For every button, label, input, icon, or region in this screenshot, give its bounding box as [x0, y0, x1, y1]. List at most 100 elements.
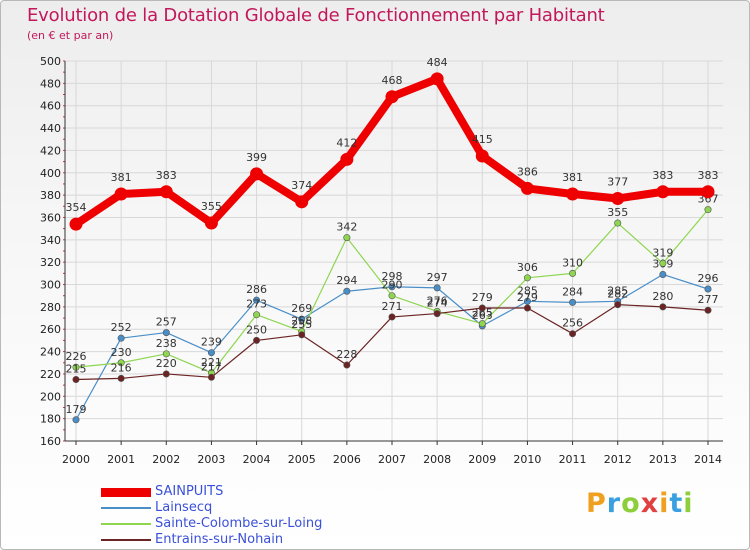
data-label: 484 [427, 56, 448, 69]
data-point [343, 287, 351, 295]
data-label: 258 [291, 314, 312, 327]
data-point [295, 195, 309, 209]
data-point [478, 320, 486, 328]
data-label: 386 [517, 165, 538, 178]
data-point [523, 304, 531, 312]
data-label: 412 [336, 136, 357, 149]
y-tick-label: 160 [40, 435, 61, 448]
x-tick-label: 2003 [197, 453, 225, 466]
y-tick-label: 240 [40, 346, 61, 359]
legend-swatch [101, 523, 151, 525]
data-label: 383 [156, 169, 177, 182]
x-tick-label: 2007 [378, 453, 406, 466]
y-tick-label: 420 [40, 144, 61, 157]
data-point [114, 187, 128, 201]
y-tick-label: 380 [40, 189, 61, 202]
data-label: 269 [291, 302, 312, 315]
data-point [569, 330, 577, 338]
data-point [701, 185, 715, 199]
data-label: 355 [607, 206, 628, 219]
data-point [117, 359, 125, 367]
data-label: 319 [652, 246, 673, 259]
data-point [253, 296, 261, 304]
data-point [162, 329, 170, 337]
data-label: 355 [201, 200, 222, 213]
data-point [388, 283, 396, 291]
y-tick-label: 280 [40, 301, 61, 314]
y-tick-label: 340 [40, 234, 61, 247]
data-point [298, 331, 306, 339]
data-label: 306 [517, 261, 538, 274]
data-label: 279 [517, 291, 538, 304]
data-point [388, 292, 396, 300]
data-point [207, 373, 215, 381]
data-point [659, 259, 667, 267]
x-tick-label: 2001 [107, 453, 135, 466]
data-label: 342 [336, 221, 357, 234]
chart-subtitle: (en € et par an) [27, 29, 114, 42]
legend-swatch [101, 539, 151, 541]
data-point [343, 361, 351, 369]
data-label: 383 [652, 169, 673, 182]
data-point [656, 185, 670, 199]
data-point [72, 416, 80, 424]
data-label: 374 [291, 179, 312, 192]
data-label: 294 [336, 274, 357, 287]
data-point [69, 217, 83, 231]
legend-label: SAINPUITS [155, 484, 224, 499]
data-point [704, 206, 712, 214]
data-label: 228 [336, 348, 357, 361]
data-point [159, 185, 173, 199]
data-label: 296 [698, 272, 719, 285]
data-point [659, 270, 667, 278]
data-point [523, 297, 531, 305]
data-point [569, 298, 577, 306]
data-point [162, 350, 170, 358]
data-point [614, 219, 622, 227]
data-label: 285 [517, 284, 538, 297]
data-label: 286 [246, 283, 267, 296]
y-tick-label: 500 [40, 55, 61, 68]
data-point [659, 303, 667, 311]
y-tick-label: 300 [40, 279, 61, 292]
data-point [611, 191, 625, 205]
data-label: 277 [698, 293, 719, 306]
y-tick-label: 180 [40, 413, 61, 426]
data-point [72, 376, 80, 384]
data-point [253, 311, 261, 319]
data-label: 276 [427, 294, 448, 307]
data-point [343, 234, 351, 242]
data-label: 279 [472, 291, 493, 304]
x-tick-label: 2005 [288, 453, 316, 466]
data-point [433, 310, 441, 318]
x-tick-label: 2011 [559, 453, 587, 466]
data-label: 284 [562, 285, 583, 298]
data-label: 415 [472, 133, 493, 146]
data-point [433, 284, 441, 292]
data-point [385, 90, 399, 104]
x-tick-label: 2004 [243, 453, 271, 466]
x-tick-label: 2012 [604, 453, 632, 466]
data-point [523, 274, 531, 282]
data-label: 238 [156, 337, 177, 350]
data-label: 179 [66, 403, 87, 416]
data-point [207, 349, 215, 357]
data-label: 298 [382, 270, 403, 283]
x-tick-label: 2002 [152, 453, 180, 466]
data-point [204, 216, 218, 230]
data-label: 297 [427, 271, 448, 284]
x-tick-label: 2009 [468, 453, 496, 466]
legend-label: Lainsecq [155, 500, 213, 515]
y-tick-label: 480 [40, 77, 61, 90]
data-point [250, 167, 264, 181]
data-label: 265 [472, 307, 493, 320]
data-label: 354 [66, 201, 87, 214]
chart-title: Evolution de la Dotation Globale de Fonc… [27, 5, 605, 26]
y-tick-label: 200 [40, 390, 61, 403]
data-label: 271 [382, 300, 403, 313]
data-label: 252 [111, 321, 132, 334]
data-label: 274 [427, 297, 448, 310]
y-tick-label: 220 [40, 368, 61, 381]
data-point [566, 187, 580, 201]
